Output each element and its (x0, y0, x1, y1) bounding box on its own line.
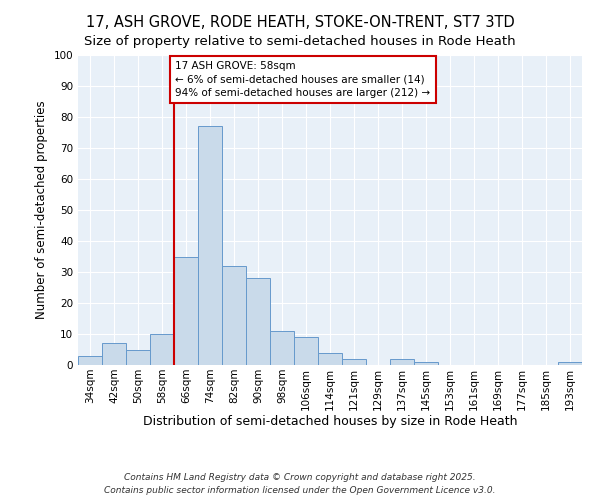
Bar (414, 362, 438, 365)
Bar (174, 256, 198, 365)
Bar (558, 362, 582, 365)
Bar (270, 331, 294, 365)
Bar (246, 278, 270, 365)
Bar (390, 359, 414, 365)
Text: Size of property relative to semi-detached houses in Rode Heath: Size of property relative to semi-detach… (84, 35, 516, 48)
Bar (222, 266, 246, 365)
Y-axis label: Number of semi-detached properties: Number of semi-detached properties (35, 100, 48, 320)
Bar (342, 359, 366, 365)
X-axis label: Distribution of semi-detached houses by size in Rode Heath: Distribution of semi-detached houses by … (143, 416, 517, 428)
Bar (102, 344, 126, 365)
Bar (318, 352, 342, 365)
Text: Contains HM Land Registry data © Crown copyright and database right 2025.
Contai: Contains HM Land Registry data © Crown c… (104, 474, 496, 495)
Bar (198, 126, 222, 365)
Bar (78, 356, 102, 365)
Bar (294, 337, 318, 365)
Text: 17, ASH GROVE, RODE HEATH, STOKE-ON-TRENT, ST7 3TD: 17, ASH GROVE, RODE HEATH, STOKE-ON-TREN… (86, 15, 514, 30)
Bar (150, 334, 174, 365)
Bar (126, 350, 150, 365)
Text: 17 ASH GROVE: 58sqm
← 6% of semi-detached houses are smaller (14)
94% of semi-de: 17 ASH GROVE: 58sqm ← 6% of semi-detache… (175, 61, 430, 98)
